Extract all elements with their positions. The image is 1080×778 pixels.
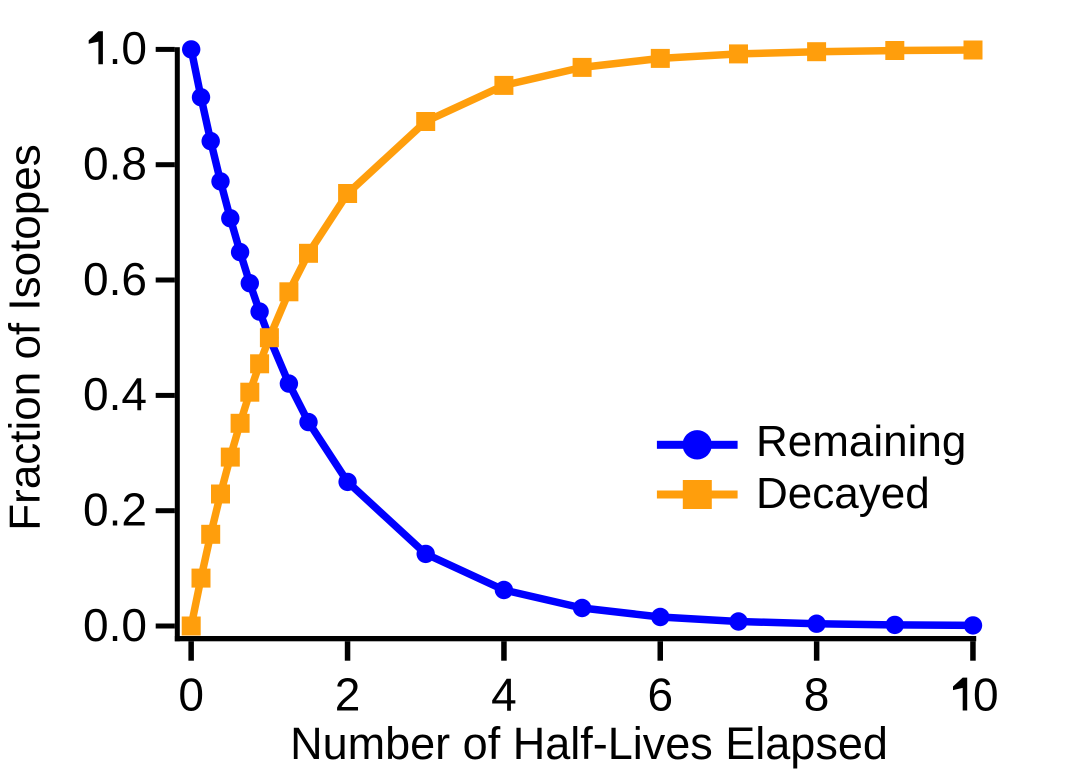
svg-text:Decayed: Decayed — [756, 469, 930, 518]
svg-text:8: 8 — [804, 669, 830, 721]
svg-text:0.8: 0.8 — [83, 138, 147, 190]
svg-text:Number of Half-Lives Elapsed: Number of Half-Lives Elapsed — [290, 718, 888, 769]
svg-text:0: 0 — [973, 669, 999, 721]
svg-text:Fraction of Isotopes: Fraction of Isotopes — [1, 144, 50, 530]
svg-text:0: 0 — [178, 669, 204, 721]
svg-text:6: 6 — [648, 669, 674, 721]
svg-text:0.2: 0.2 — [83, 484, 147, 536]
svg-text:4: 4 — [491, 669, 517, 721]
svg-text:Remaining: Remaining — [756, 417, 966, 466]
svg-text:0.4: 0.4 — [83, 368, 147, 420]
svg-text:0.6: 0.6 — [83, 253, 147, 305]
svg-text:.0: .0 — [109, 22, 147, 74]
svg-text:2: 2 — [335, 669, 361, 721]
svg-text:0.0: 0.0 — [83, 599, 147, 651]
